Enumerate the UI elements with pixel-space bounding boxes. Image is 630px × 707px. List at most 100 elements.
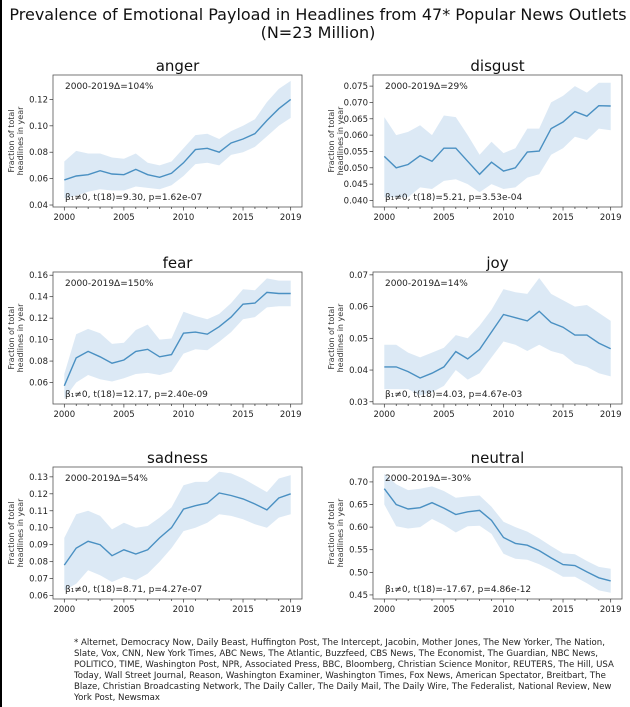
y-tick-label: 0.06 xyxy=(349,303,368,313)
y-tick-label: 0.06 xyxy=(29,175,48,185)
panel-title: sadness xyxy=(147,449,208,467)
axes-frame xyxy=(52,271,303,405)
panel-fear: fear 2000 2005 2010 2015 2019 0.06 0.08 0.10 0.12… xyxy=(7,254,303,420)
y-tick-label: 0.060 xyxy=(344,131,368,141)
y-tick-label: 0.055 xyxy=(344,147,368,157)
y-tick-label: 0.12 xyxy=(29,95,48,105)
delta-annotation: 2000-2019Δ=29% xyxy=(385,82,468,92)
series-line xyxy=(383,104,611,176)
y-tick-label: 0.05 xyxy=(349,334,368,344)
confidence-band xyxy=(64,471,291,591)
x-tick-label: 2019 xyxy=(600,410,622,420)
confidence-band xyxy=(64,80,291,199)
series-line xyxy=(63,291,291,387)
y-axis-label: Fraction of total xyxy=(7,306,16,369)
x-tick-label: 2019 xyxy=(280,213,302,223)
x-tick-label: 2005 xyxy=(113,410,135,420)
y-axis-label: headlines in year xyxy=(336,303,345,373)
y-axis-label: Fraction of total xyxy=(327,501,336,564)
confidence-band xyxy=(384,82,611,198)
regression-stat: β₁≠0, t(18)=5.21, p=3.53e-04 xyxy=(385,193,522,203)
regression-stat: β₁≠0, t(18)=-17.67, p=4.86e-12 xyxy=(385,585,531,595)
y-axis-label: Fraction of total xyxy=(327,306,336,369)
x-tick-label: 2010 xyxy=(173,213,195,223)
y-axis-label: Fraction of total xyxy=(7,501,16,564)
y-tick-label: 0.09 xyxy=(29,541,48,551)
x-tick-label: 2005 xyxy=(433,213,455,223)
y-tick-label: 0.10 xyxy=(29,122,48,132)
panel-neutral: neutral 2000 2005 2010 2015 2019 0.45 0.50 0.55 0… xyxy=(327,449,623,615)
regression-stat: β₁≠0, t(18)=12.17, p=2.40e-09 xyxy=(65,390,208,400)
regression-stat: β₁≠0, t(18)=8.71, p=4.27e-07 xyxy=(65,585,202,595)
x-tick-label: 2010 xyxy=(493,213,515,223)
delta-annotation: 2000-2019Δ=-30% xyxy=(385,474,471,484)
y-tick-label: 0.07 xyxy=(29,575,48,585)
series-line xyxy=(64,98,292,181)
x-tick-label: 2000 xyxy=(373,213,395,223)
x-tick-label: 2019 xyxy=(600,605,622,615)
figure-title: Prevalence of Emotional Payload in Headl… xyxy=(9,5,626,24)
y-tick-label: 0.45 xyxy=(349,591,368,601)
x-tick-label: 2000 xyxy=(373,410,395,420)
panel-title: anger xyxy=(156,57,200,75)
y-tick-label: 0.050 xyxy=(344,164,368,174)
x-tick-label: 2010 xyxy=(173,410,195,420)
delta-annotation: 2000-2019Δ=104% xyxy=(65,82,154,92)
x-tick-label: 2010 xyxy=(173,605,195,615)
y-tick-label: 0.12 xyxy=(29,490,48,500)
y-axis-label: headlines in year xyxy=(16,303,25,373)
y-axis-label: Fraction of total xyxy=(327,109,336,172)
y-tick-label: 0.13 xyxy=(29,473,48,483)
x-tick-label: 2015 xyxy=(552,605,574,615)
y-tick-label: 0.08 xyxy=(29,357,48,367)
delta-annotation: 2000-2019Δ=54% xyxy=(65,474,148,484)
delta-annotation: 2000-2019Δ=150% xyxy=(65,279,154,289)
panel-title: neutral xyxy=(471,449,525,467)
y-tick-label: 0.075 xyxy=(344,82,368,92)
confidence-band xyxy=(384,278,611,396)
x-tick-label: 2019 xyxy=(600,213,622,223)
y-tick-label: 0.03 xyxy=(349,398,368,408)
panel-anger: anger 2000 2005 2010 2015 2019 0.04 0.06 0.08 0.1… xyxy=(7,57,303,223)
y-tick-label: 0.07 xyxy=(349,271,368,281)
footnote-outlets: * Alternet, Democracy Now, Daily Beast, … xyxy=(74,638,614,703)
y-tick-label: 0.04 xyxy=(29,201,48,211)
x-tick-label: 2005 xyxy=(113,605,135,615)
series-line xyxy=(383,488,611,582)
x-tick-label: 2015 xyxy=(232,213,254,223)
x-tick-label: 2019 xyxy=(280,605,302,615)
y-tick-label: 0.60 xyxy=(349,523,368,533)
y-axis-label: headlines in year xyxy=(16,106,25,176)
x-tick-label: 2015 xyxy=(232,605,254,615)
y-axis-label: headlines in year xyxy=(336,498,345,568)
y-tick-label: 0.11 xyxy=(29,507,48,517)
y-axis-label: headlines in year xyxy=(16,498,25,568)
confidence-band xyxy=(64,278,291,399)
x-tick-label: 2015 xyxy=(232,410,254,420)
series-line xyxy=(384,310,612,379)
y-tick-label: 0.06 xyxy=(29,379,48,389)
y-tick-label: 0.10 xyxy=(29,336,48,346)
y-tick-label: 0.040 xyxy=(344,196,368,206)
y-tick-label: 0.65 xyxy=(349,501,368,511)
x-tick-label: 2005 xyxy=(113,213,135,223)
x-tick-label: 2000 xyxy=(53,213,75,223)
panel-title: joy xyxy=(485,254,508,272)
y-tick-label: 0.12 xyxy=(29,314,48,324)
axes-frame xyxy=(372,74,623,208)
panel-disgust: disgust 2000 2005 2010 2015 2019 0.040 0.045 0.0… xyxy=(327,57,623,223)
panel-joy: joy 2000 2005 2010 2015 2019 0.03 0.04 0.05 0.06 0… xyxy=(327,254,623,420)
y-tick-label: 0.06 xyxy=(29,592,48,602)
y-tick-label: 0.14 xyxy=(29,293,48,303)
panel-title: fear xyxy=(163,254,194,272)
y-tick-label: 0.045 xyxy=(344,180,368,190)
y-tick-label: 0.070 xyxy=(344,98,368,108)
x-tick-label: 2015 xyxy=(552,213,574,223)
y-tick-label: 0.065 xyxy=(344,115,368,125)
confidence-band xyxy=(384,473,611,593)
y-tick-label: 0.16 xyxy=(29,271,48,281)
y-tick-label: 0.70 xyxy=(349,478,368,488)
panel-title: disgust xyxy=(470,57,524,75)
x-tick-label: 2000 xyxy=(373,605,395,615)
